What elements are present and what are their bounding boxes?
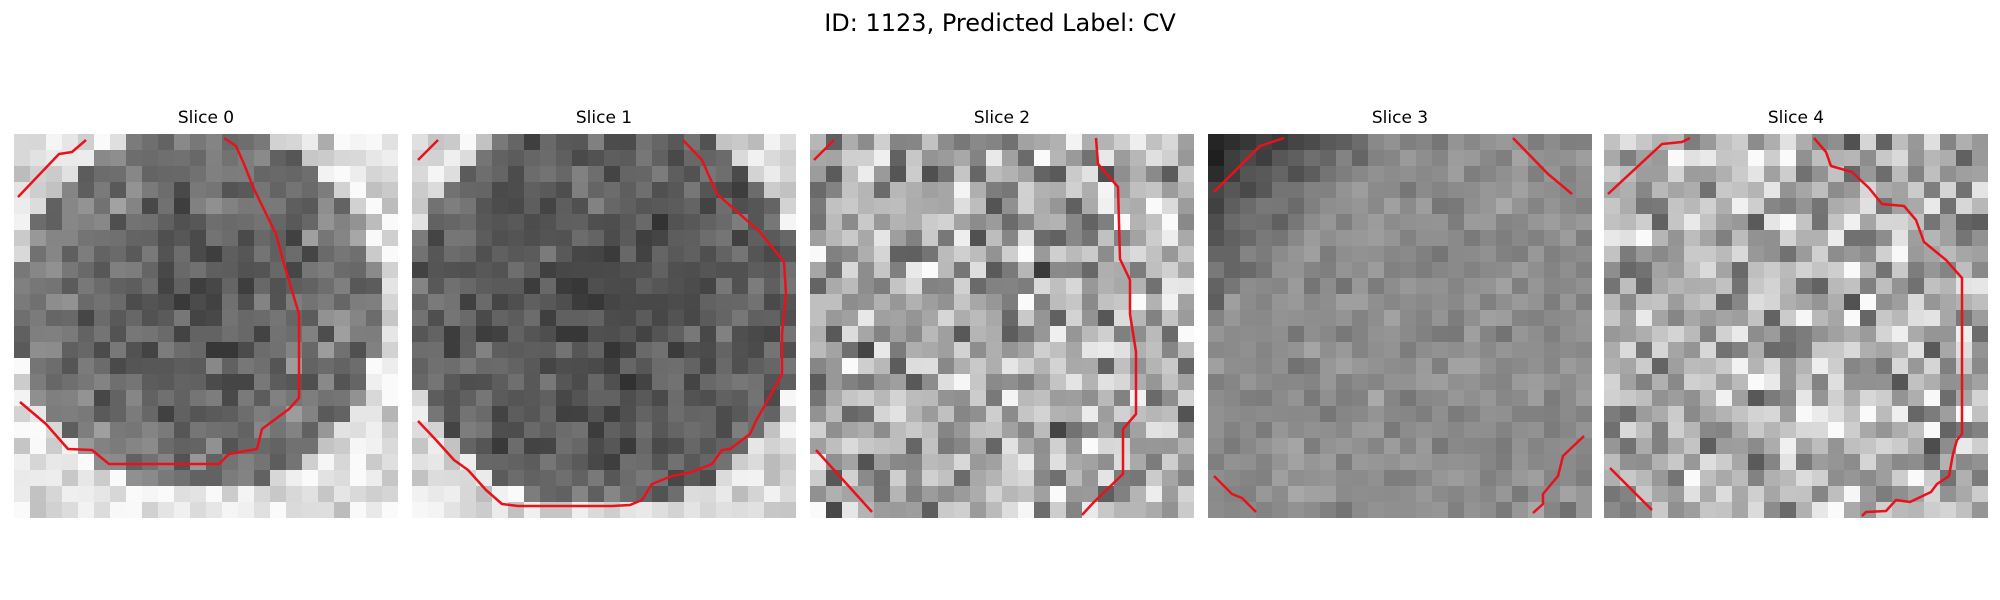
slice-panel-3: Slice 3: [1208, 108, 1592, 518]
slice-pixels: [1208, 134, 1592, 518]
slice-panel-1: Slice 1: [412, 108, 796, 518]
slice-panel-4: Slice 4: [1604, 108, 1988, 518]
slice-title: Slice 3: [1371, 108, 1429, 128]
contour-line: [417, 139, 439, 161]
slice-title: Slice 0: [177, 108, 235, 128]
slice-panel-0: Slice 0: [14, 108, 398, 518]
figure-title: ID: 1123, Predicted Label: CV: [824, 9, 1176, 37]
slice-pixels: [412, 134, 796, 518]
contour-line: [813, 139, 835, 161]
slice-image-3: [1208, 134, 1592, 518]
slice-pixels: [1604, 134, 1988, 518]
slice-title: Slice 4: [1767, 108, 1825, 128]
contour-line: [17, 139, 87, 198]
contour-line: [815, 449, 873, 513]
slice-image-2: [810, 134, 1194, 518]
slice-image-1: [412, 134, 796, 518]
contour-line: [1213, 475, 1257, 513]
contour-line: [1607, 136, 1691, 195]
contour-line: [1609, 467, 1653, 511]
slice-title: Slice 1: [575, 108, 633, 128]
contour-line: [1213, 136, 1285, 193]
contour-line: [1813, 137, 1964, 517]
contour-line: [417, 139, 788, 508]
slice-image-4: [1604, 134, 1988, 518]
slice-image-0: [14, 134, 398, 518]
slice-pixels: [14, 134, 398, 518]
contour-line: [19, 136, 301, 466]
contour-line: [1532, 435, 1585, 514]
slice-panel-2: Slice 2: [810, 108, 1194, 518]
slice-pixels: [810, 134, 1194, 518]
contour-line: [1512, 137, 1573, 195]
slice-title: Slice 2: [973, 108, 1031, 128]
contour-line: [1081, 137, 1138, 516]
